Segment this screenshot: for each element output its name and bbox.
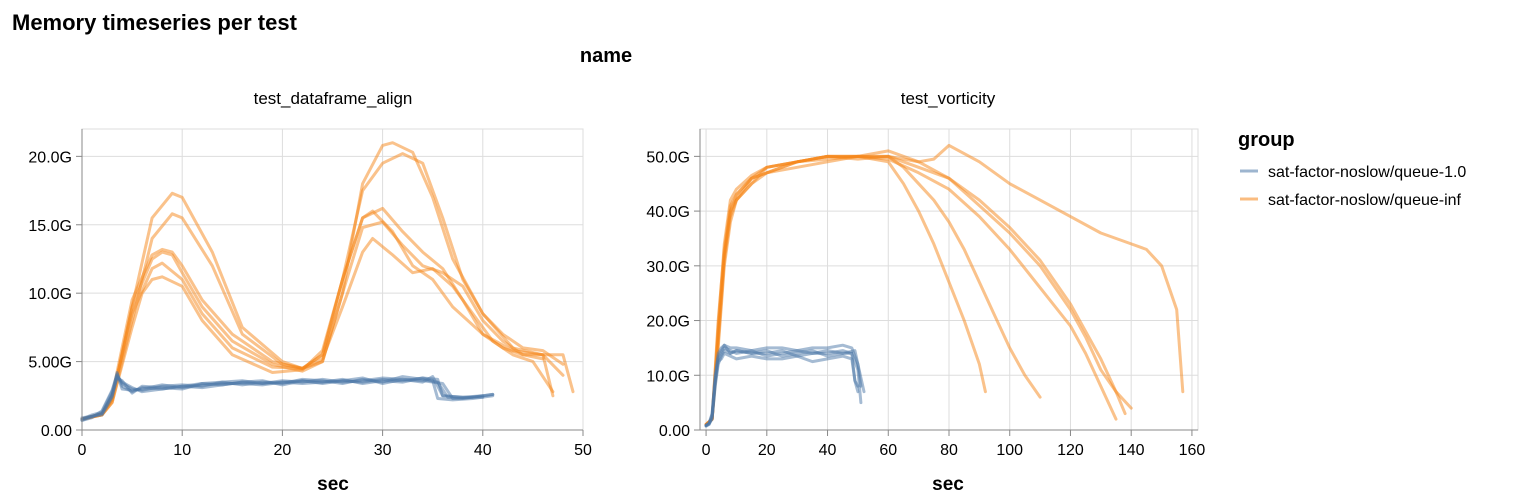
x-tick-label: 0 — [702, 442, 711, 459]
series-line — [80, 237, 555, 421]
series-line — [704, 149, 1133, 426]
x-tick-label: 140 — [1118, 442, 1145, 459]
series-line — [704, 143, 1185, 426]
x-tick-label: 10 — [173, 442, 191, 459]
x-tick-label: 80 — [940, 442, 958, 459]
y-tick-label: 15.0G — [28, 218, 72, 235]
axes-vorticity: 0 20 40 60 80 100 120 140 160 0.00 10.0G 20.0G 30.0G… — [646, 129, 1205, 459]
x-axis-title-vorticity: sec — [932, 474, 964, 495]
series-line — [704, 351, 860, 428]
panel-vorticity: test_vorticity 0 20 40 60 80 100 120 140 160 0.00… — [646, 89, 1205, 495]
y-tick-label: 5.00G — [28, 355, 72, 372]
y-tick-label: 10.0G — [28, 286, 72, 303]
series-line — [80, 220, 545, 421]
facet-header: name — [580, 45, 632, 67]
x-tick-label: 60 — [879, 442, 897, 459]
legend-title: group — [1238, 129, 1295, 151]
series-line — [704, 343, 863, 428]
chart-title: Memory timeseries per test — [12, 10, 298, 35]
x-tick-label: 160 — [1179, 442, 1206, 459]
series-line — [80, 375, 495, 421]
x-axis-title-dataframe-align: sec — [317, 474, 349, 495]
panel-title-vorticity: test_vorticity — [901, 89, 996, 108]
series-line — [704, 154, 1127, 426]
x-tick-label: 20 — [758, 442, 776, 459]
x-tick-label: 50 — [574, 442, 592, 459]
panel-title-dataframe-align: test_dataframe_align — [254, 89, 413, 108]
y-tick-label: 30.0G — [646, 259, 690, 276]
legend-label: sat-factor-noslow/queue-inf — [1268, 192, 1462, 209]
x-tick-label: 100 — [996, 442, 1023, 459]
lines-dataframe-align — [80, 141, 575, 422]
series-line — [80, 209, 565, 421]
legend-item-queue-inf: sat-factor-noslow/queue-inf — [1240, 192, 1462, 209]
axes-dataframe-align: 0 10 20 30 40 50 0.00 5.00G 10.0G 15.0G 20.0G — [28, 129, 592, 459]
y-tick-label: 20.0G — [28, 149, 72, 166]
series-line — [80, 141, 575, 421]
legend-label: sat-factor-noslow/queue-1.0 — [1268, 164, 1466, 181]
x-tick-label: 40 — [474, 442, 492, 459]
panel-dataframe-align: test_dataframe_align 0 10 20 30 40 50 0.00 5.00… — [28, 89, 592, 495]
y-tick-label: 0.00 — [41, 423, 72, 440]
y-tick-label: 50.0G — [646, 149, 690, 166]
x-tick-label: 20 — [274, 442, 292, 459]
series-line — [704, 154, 1042, 426]
x-tick-label: 0 — [78, 442, 87, 459]
y-tick-label: 10.0G — [646, 368, 690, 385]
y-tick-label: 0.00 — [659, 423, 690, 440]
y-tick-label: 40.0G — [646, 204, 690, 221]
x-tick-label: 120 — [1057, 442, 1084, 459]
series-line — [704, 154, 987, 426]
legend: group sat-factor-noslow/queue-1.0 sat-fa… — [1238, 129, 1466, 209]
x-tick-label: 40 — [819, 442, 837, 459]
x-tick-label: 30 — [374, 442, 392, 459]
y-tick-label: 20.0G — [646, 314, 690, 331]
lines-vorticity — [704, 143, 1185, 428]
series-line — [704, 349, 860, 428]
legend-item-queue-1: sat-factor-noslow/queue-1.0 — [1240, 164, 1466, 181]
